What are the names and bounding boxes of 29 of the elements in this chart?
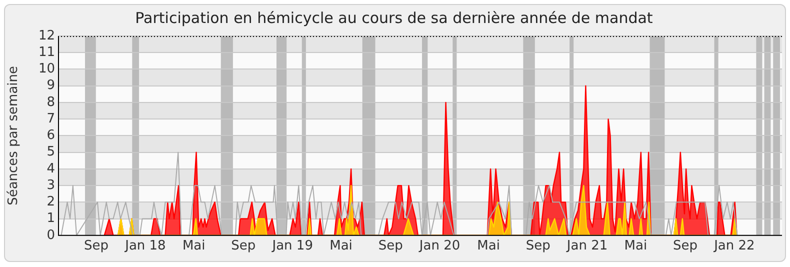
y-axis-title: Séances par semaine <box>6 66 22 206</box>
x-tick-label: Mai <box>330 238 352 254</box>
y-tick-label: 3 <box>46 178 55 193</box>
x-tick-label: Sep <box>526 238 550 254</box>
x-tick-label: Sep <box>84 238 109 254</box>
x-tick-label: Jan 21 <box>566 238 608 254</box>
x-tick-label: Jan 20 <box>418 238 460 254</box>
y-tick-label: 8 <box>46 94 55 110</box>
y-tick-label: 6 <box>46 128 55 144</box>
x-tick-label: Sep <box>231 238 256 254</box>
x-tick-label: Mai <box>477 238 500 254</box>
x-tick-label: Jan 22 <box>713 238 755 254</box>
y-tick-label: 12 <box>38 28 55 44</box>
y-tick-label: 2 <box>46 194 55 210</box>
x-tick-label: Sep <box>378 238 403 254</box>
x-tick-label: Mai <box>624 238 648 254</box>
x-tick-label: Jan 19 <box>271 238 313 254</box>
y-tick-label: 5 <box>46 144 55 160</box>
y-tick-label: 4 <box>46 161 55 176</box>
x-tick-label: Jan 18 <box>124 238 166 254</box>
y-tick-label: 10 <box>38 62 55 77</box>
x-tick-label: Sep <box>672 238 698 254</box>
y-tick-label: 9 <box>46 78 55 94</box>
y-tick-label: 7 <box>46 111 55 126</box>
y-tick-label: 0 <box>46 228 55 243</box>
y-tick-label: 11 <box>38 44 55 60</box>
chart-title: Participation en hémicycle au cours de sa dernière année de mandat <box>135 8 653 27</box>
y-tick-label: 1 <box>46 211 55 226</box>
x-tick-label: Mai <box>182 238 206 254</box>
